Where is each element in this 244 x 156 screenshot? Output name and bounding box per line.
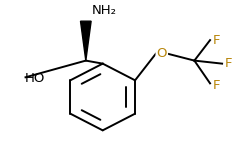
Text: HO: HO — [24, 72, 45, 85]
Text: O: O — [157, 47, 167, 60]
Text: F: F — [213, 34, 220, 47]
Text: NH₂: NH₂ — [92, 4, 117, 17]
Text: F: F — [224, 57, 232, 70]
Text: F: F — [213, 79, 220, 92]
Polygon shape — [81, 21, 91, 61]
